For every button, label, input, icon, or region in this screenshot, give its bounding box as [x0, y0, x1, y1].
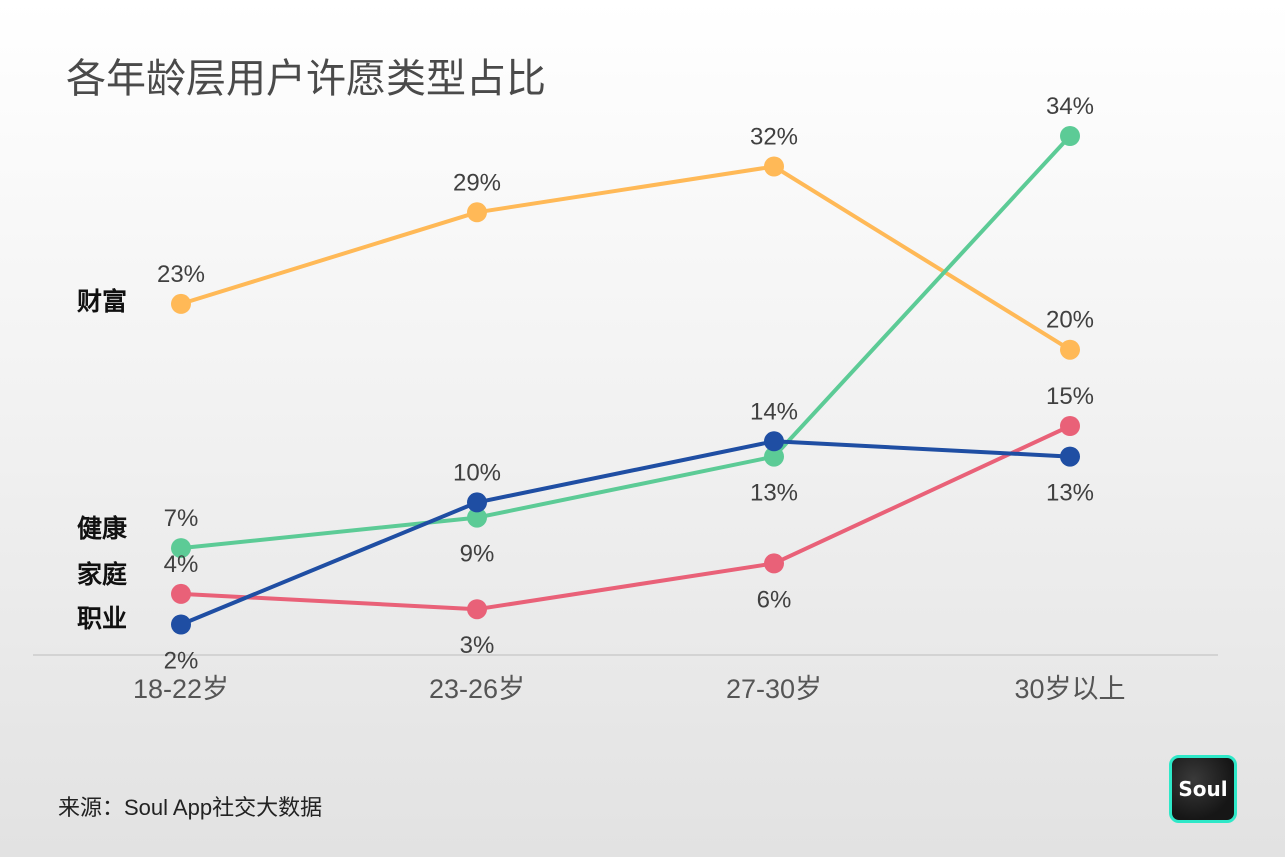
- data-label: 13%: [1046, 480, 1094, 507]
- data-point: [467, 507, 487, 528]
- data-label: 32%: [750, 124, 798, 151]
- data-label: 9%: [460, 541, 495, 568]
- data-label: 29%: [453, 169, 501, 196]
- data-label: 14%: [750, 398, 798, 425]
- data-label: 7%: [164, 505, 199, 532]
- x-tick-label: 30岁以上: [1014, 674, 1125, 704]
- data-point: [1060, 339, 1080, 360]
- data-point: [764, 156, 784, 177]
- series-name-label: 财富: [77, 287, 127, 316]
- data-label: 20%: [1046, 307, 1094, 334]
- data-label: 4%: [164, 551, 199, 578]
- series-line: [179, 439, 1072, 627]
- data-label: 13%: [750, 480, 798, 507]
- data-label: 10%: [453, 459, 501, 486]
- data-point: [467, 202, 487, 223]
- source-note: 来源：Soul App社交大数据: [58, 795, 323, 820]
- data-label: 23%: [157, 261, 205, 288]
- series-line: [179, 424, 1072, 612]
- soul-logo: Soul: [1169, 755, 1237, 823]
- chart-title: 各年龄层用户许愿类型占比: [66, 57, 546, 101]
- x-tick-label: 27-30岁: [726, 674, 822, 704]
- data-point: [171, 583, 191, 604]
- data-point: [1060, 416, 1080, 436]
- x-tick-label: 18-22岁: [133, 674, 229, 704]
- data-point: [1060, 126, 1080, 146]
- data-point: [764, 431, 784, 452]
- series-name-label: 健康: [77, 514, 128, 543]
- data-point: [764, 446, 784, 467]
- data-label: 34%: [1046, 93, 1094, 120]
- data-label: 3%: [460, 632, 495, 659]
- data-label: 15%: [1046, 383, 1094, 410]
- data-point: [171, 614, 191, 635]
- x-tick-label: 23-26岁: [429, 674, 525, 704]
- data-point: [1060, 446, 1080, 467]
- data-point: [467, 599, 487, 620]
- data-point: [171, 293, 191, 314]
- data-point: [764, 553, 784, 574]
- series-name-label: 职业: [77, 605, 127, 633]
- series-line: [179, 134, 1072, 551]
- data-point: [171, 538, 191, 559]
- series-name-label: 家庭: [77, 560, 127, 589]
- data-label: 2%: [164, 648, 199, 675]
- data-point: [467, 492, 487, 513]
- series-line: [179, 164, 1072, 352]
- data-label: 6%: [757, 586, 792, 613]
